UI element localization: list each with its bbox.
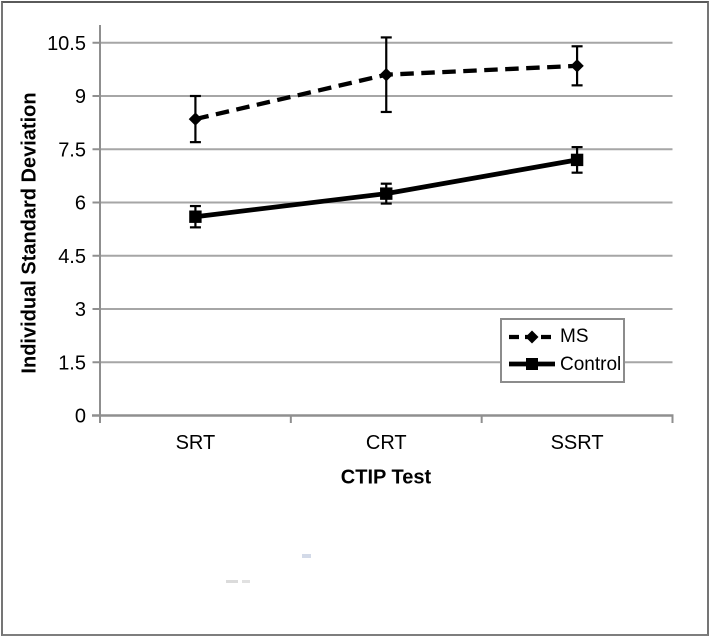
marker-square-control — [570, 153, 584, 167]
legend-label-control: Control — [560, 353, 622, 375]
y-tick-label: 4.5 — [58, 246, 86, 268]
marker-diamond-ms — [379, 68, 393, 82]
x-category-label: SSRT — [551, 432, 604, 454]
legend: MS Control — [500, 318, 625, 383]
legend-label-ms: MS — [560, 326, 589, 348]
y-axis-title: Individual Standard Deviation — [18, 92, 41, 374]
x-category-label: CRT — [366, 432, 407, 454]
marker-diamond-ms — [188, 112, 203, 126]
marker-square-control — [380, 187, 393, 200]
marker-square-control — [189, 210, 202, 223]
y-tick-label: 6 — [75, 193, 86, 215]
y-tick-label: 3 — [75, 299, 86, 321]
marker-diamond-ms — [570, 59, 584, 73]
y-tick-label: 1.5 — [58, 352, 86, 374]
legend-item-ms: MS — [507, 327, 621, 346]
y-tick-label: 0 — [75, 406, 86, 428]
control-solid-line-sample-icon — [509, 358, 555, 371]
x-axis-title: CTIP Test — [340, 466, 432, 489]
ms-dashed-line-sample-icon — [509, 330, 555, 344]
y-tick-label: 10.5 — [47, 33, 86, 55]
y-tick-label: 9 — [75, 86, 86, 108]
x-category-label: SRT — [176, 432, 216, 454]
legend-item-control: Control — [507, 355, 621, 374]
y-tick-label: 7.5 — [58, 139, 86, 161]
